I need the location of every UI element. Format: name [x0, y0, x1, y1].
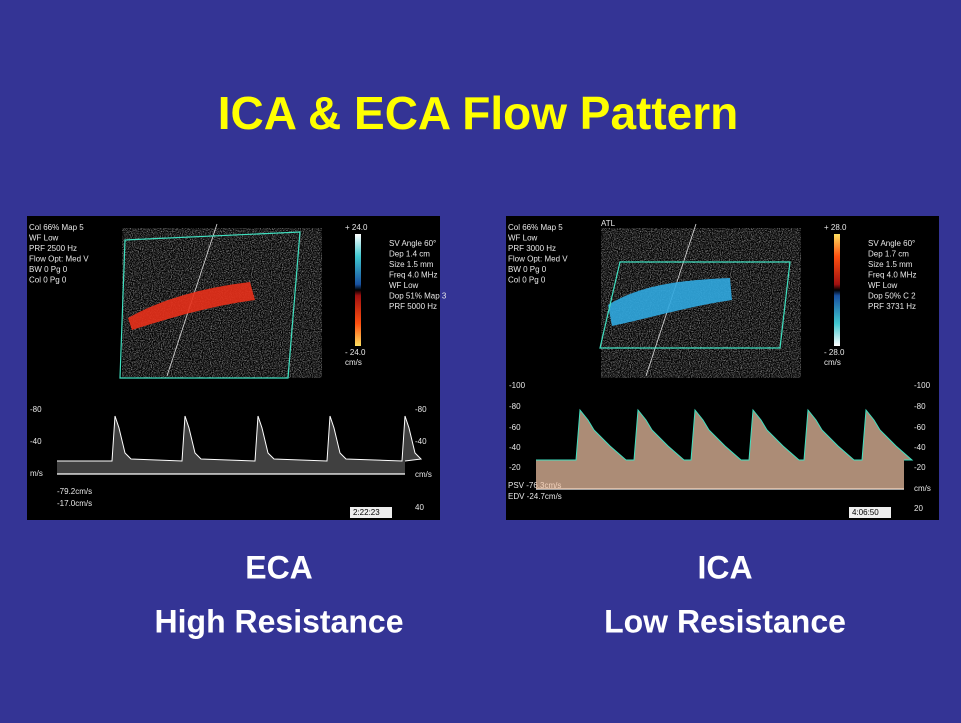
right-axis-label: -80: [415, 405, 427, 414]
color-scale-label: cm/s: [824, 358, 841, 367]
settings-text: PRF 5000 Hz: [389, 302, 437, 311]
info-text: WF Low: [508, 234, 538, 243]
right-axis-label: -60: [914, 423, 926, 432]
right-axis-label: 20: [914, 504, 923, 513]
measurement-text: EDV -24.7cm/s: [508, 492, 562, 501]
color-scale-label: - 28.0: [824, 348, 845, 357]
left-axis-label: -80: [509, 402, 521, 411]
brand-text: ATL: [601, 219, 616, 228]
settings-text: Freq 4.0 MHz: [868, 271, 916, 280]
left-axis-label: -20: [509, 463, 521, 472]
left-axis-label: -60: [509, 423, 521, 432]
left-axis-label: -100: [509, 381, 526, 390]
right-axis-label: -40: [415, 437, 427, 446]
info-text: Col 0 Pg 0: [29, 276, 67, 285]
left-axis-label: -40: [30, 437, 42, 446]
caption: ICA: [697, 549, 752, 585]
color-scale-label: + 28.0: [824, 223, 847, 232]
left-axis-label: m/s: [30, 469, 43, 478]
measurement-text: -79.2cm/s: [57, 487, 92, 496]
color-scale-label: + 24.0: [345, 223, 368, 232]
slide: ICA & ECA Flow Pattern + 24.0- 24.0cm/sC…: [0, 0, 961, 723]
color-scale-bar: [834, 234, 840, 346]
color-scale-label: cm/s: [345, 358, 362, 367]
measurement-text: -17.0cm/s: [57, 499, 92, 508]
right-axis-label: -20: [914, 463, 926, 472]
caption: High Resistance: [155, 603, 404, 639]
info-text: PRF 3000 Hz: [508, 244, 556, 253]
page: {"title": "ICA & ECA Flow Pattern", "pan…: [0, 0, 961, 723]
right-axis-label: cm/s: [415, 470, 432, 479]
settings-text: PRF 3731 Hz: [868, 302, 916, 311]
settings-text: SV Angle 60°: [389, 239, 436, 248]
info-text: BW 0 Pg 0: [29, 265, 68, 274]
settings-text: Dep 1.4 cm: [389, 250, 430, 259]
info-text: Flow Opt: Med V: [508, 255, 568, 264]
settings-text: Size 1.5 mm: [868, 260, 913, 269]
time-stamp: 2:22:23: [353, 508, 380, 517]
settings-text: Dep 1.7 cm: [868, 250, 909, 259]
info-text: BW 0 Pg 0: [508, 265, 547, 274]
color-scale-bar: [355, 234, 361, 346]
time-stamp: 4:06:50: [852, 508, 879, 517]
color-scale-label: - 24.0: [345, 348, 366, 357]
info-text: PRF 2500 Hz: [29, 244, 77, 253]
settings-text: Freq 4.0 MHz: [389, 271, 437, 280]
left-axis-label: -80: [30, 405, 42, 414]
info-text: WF Low: [29, 234, 59, 243]
info-text: Flow Opt: Med V: [29, 255, 89, 264]
left-axis-label: -40: [509, 443, 521, 452]
slide-title: ICA & ECA Flow Pattern: [218, 87, 739, 139]
right-axis-label: 40: [415, 503, 424, 512]
settings-text: Dop 50% C 2: [868, 292, 916, 301]
settings-text: WF Low: [868, 281, 898, 290]
settings-text: SV Angle 60°: [868, 239, 915, 248]
caption: Low Resistance: [604, 603, 846, 639]
caption: ECA: [245, 549, 313, 585]
info-text: Col 66% Map 5: [508, 223, 563, 232]
settings-text: Size 1.5 mm: [389, 260, 434, 269]
info-text: Col 0 Pg 0: [508, 276, 546, 285]
settings-text: WF Low: [389, 281, 419, 290]
right-axis-label: -100: [914, 381, 931, 390]
right-axis-label: -40: [914, 443, 926, 452]
info-text: Col 66% Map 5: [29, 223, 84, 232]
right-axis-label: cm/s: [914, 484, 931, 493]
right-axis-label: -80: [914, 402, 926, 411]
settings-text: Dop 51% Map 3: [389, 292, 447, 301]
